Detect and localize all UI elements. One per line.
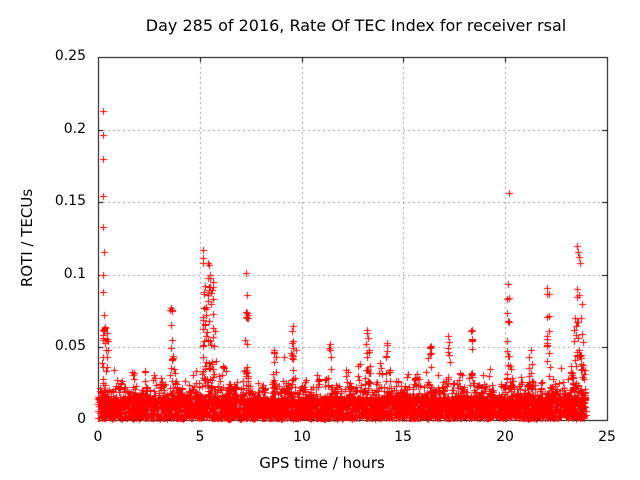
y-tick-label: 0.15 [54,193,86,209]
x-tick-label: 20 [496,429,514,445]
x-axis-label: GPS time / hours [259,454,385,472]
x-tick-label: 5 [195,429,205,445]
x-tick-label: 25 [598,429,616,445]
y-tick-label: 0.05 [54,338,86,354]
chart-title: Day 285 of 2016, Rate Of TEC Index for r… [145,16,567,35]
x-tick-label: 0 [93,429,103,445]
y-tick-label: 0.1 [63,266,86,282]
y-tick-label: 0.2 [63,121,86,137]
y-tick-label: 0.25 [54,48,86,64]
y-tick-label: 0 [77,411,86,427]
x-tick-label: 15 [394,429,412,445]
x-tick-label: 10 [293,429,311,445]
